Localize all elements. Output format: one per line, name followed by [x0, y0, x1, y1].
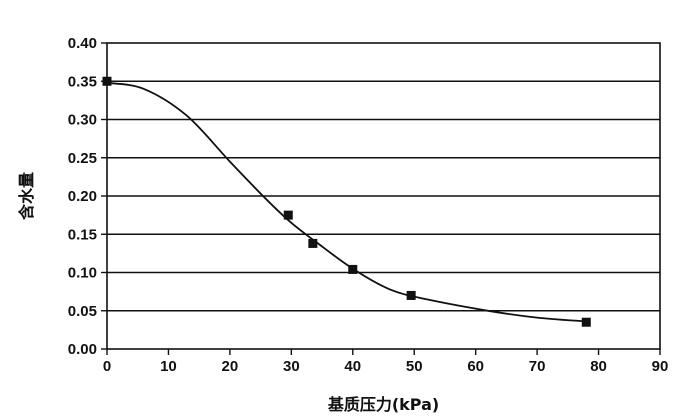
y-tick-label: 0.40	[68, 35, 97, 52]
fitted-curve	[106, 81, 587, 323]
y-tick-label: 0.30	[68, 112, 97, 129]
x-tick-label: 40	[344, 358, 361, 375]
y-tick-label: 0.15	[68, 226, 97, 243]
y-tick-label: 0.25	[68, 150, 97, 167]
x-tick-label: 80	[590, 358, 607, 375]
x-tick-label: 50	[406, 358, 423, 375]
x-tick-label: 60	[467, 358, 484, 375]
series-layer	[102, 76, 591, 327]
data-point-marker	[348, 264, 358, 274]
x-tick-label: 10	[160, 358, 177, 375]
x-tick-label: 70	[529, 358, 546, 375]
y-axis-label: 含水量	[17, 172, 36, 220]
data-point-marker	[581, 317, 591, 327]
x-axis-ticks: 0 10 20 30 40 50 60 70 80 90	[103, 349, 669, 375]
y-tick-label: 0.10	[68, 265, 97, 282]
data-point-marker	[308, 238, 318, 248]
x-tick-label: 20	[222, 358, 239, 375]
x-axis-label: 基质压力(kPa)	[327, 395, 439, 414]
y-axis-ticks: 0.00 0.05 0.10 0.15 0.20 0.25 0.30 0.35 0.40	[68, 35, 107, 358]
y-tick-label: 0.20	[68, 188, 97, 205]
y-tick-label: 0.35	[68, 73, 97, 90]
grid-lines	[107, 80, 660, 312]
x-tick-label: 90	[652, 358, 669, 375]
data-point-marker	[102, 76, 112, 86]
x-tick-label: 30	[283, 358, 300, 375]
data-point-marker	[406, 290, 416, 300]
data-point-marker	[283, 210, 293, 220]
y-tick-label: 0.05	[68, 303, 97, 320]
y-tick-label: 0.00	[68, 341, 97, 358]
x-tick-label: 0	[103, 358, 111, 375]
